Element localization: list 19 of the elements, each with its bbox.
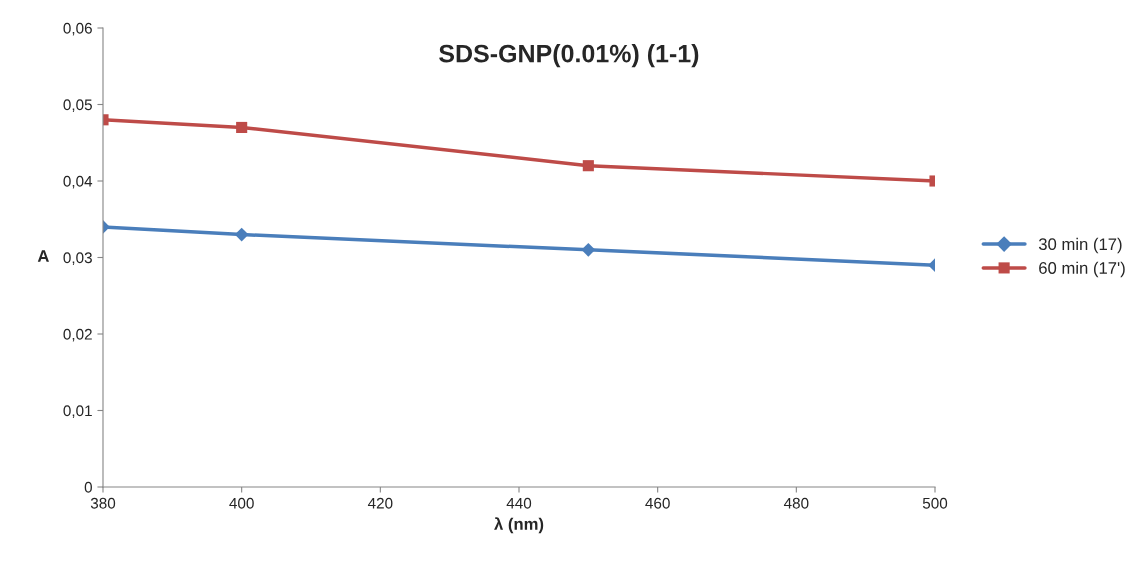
legend-label: 30 min (17) <box>1038 237 1122 254</box>
y-tick-label: 0,03 <box>63 252 92 265</box>
y-tick-label: 0,02 <box>63 328 92 342</box>
legend-label: 60 min (17') <box>1039 261 1125 278</box>
y-tick-label: 0,05 <box>63 99 92 112</box>
text: SDS-GNP(0.01%) (1-1) <box>439 44 699 68</box>
y-axis-title: A <box>37 250 49 262</box>
x-axis-title: λ (nm) <box>494 517 544 534</box>
x-tick-label: 380 <box>90 497 116 509</box>
x-tick-label: 480 <box>783 497 809 509</box>
y-tick-label: 0,01 <box>63 405 92 418</box>
x-tick-label: 420 <box>367 497 393 509</box>
x-tick-label: 500 <box>922 497 948 509</box>
x-tick-label: 440 <box>506 497 532 509</box>
y-tick-label: 0,06 <box>63 22 92 36</box>
x-tick-label: 460 <box>645 497 670 509</box>
y-tick-label: 0 <box>84 481 92 493</box>
x-tick-label: 400 <box>229 497 254 509</box>
y-tick-label: 0,04 <box>63 175 93 189</box>
